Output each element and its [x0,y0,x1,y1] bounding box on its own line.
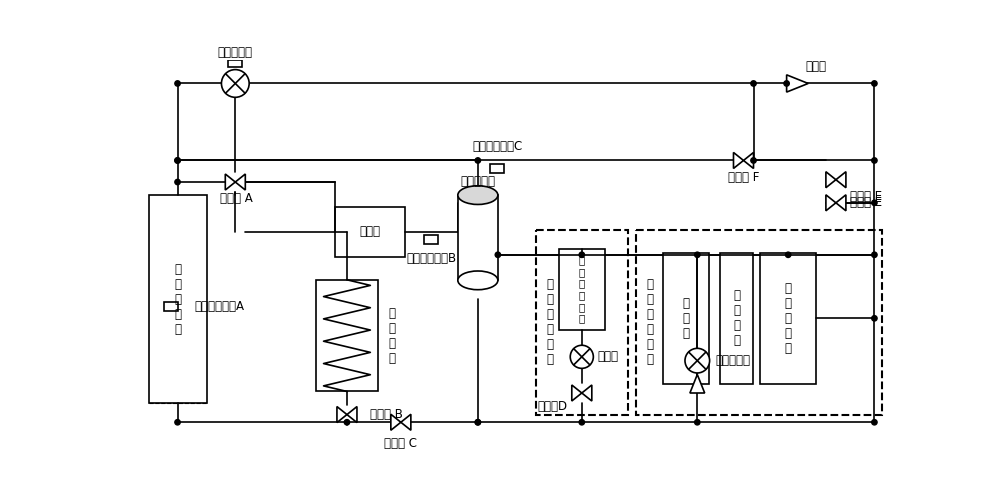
Text: 温度压力开关B: 温度压力开关B [406,252,456,265]
Text: 截止阀 E: 截止阀 E [850,196,882,209]
Circle shape [751,158,756,163]
Bar [559,249,605,330]
Polygon shape [225,174,235,190]
Circle shape [579,420,584,425]
Circle shape [570,345,593,368]
Circle shape [344,420,350,425]
Circle shape [872,252,877,258]
Circle shape [695,420,700,425]
Circle shape [175,420,180,425]
Text: 截止阀 E: 截止阀 E [850,190,882,203]
Text: 截止阀 F: 截止阀 F [728,171,759,184]
Bar [636,230,882,414]
Text: 截止阀 C: 截止阀 C [384,437,417,450]
Circle shape [685,349,710,373]
Bar [490,163,504,173]
Circle shape [872,315,877,321]
Text: 热
交
换
器: 热 交 换 器 [388,307,395,365]
Text: 电
池
包
蒸
发
器: 电 池 包 蒸 发 器 [579,256,585,323]
Polygon shape [337,406,347,423]
Circle shape [872,158,877,163]
Text: 电
池
冷
却
模
块: 电 池 冷 却 模 块 [546,278,553,366]
Text: 截止阀D: 截止阀D [538,400,568,413]
Text: 截止阀 A: 截止阀 A [220,193,253,205]
Ellipse shape [458,186,498,204]
Polygon shape [391,414,401,430]
Text: 室
内
冷
凝
器: 室 内 冷 凝 器 [785,282,792,355]
Circle shape [175,81,180,86]
Text: 汽液分离器: 汽液分离器 [460,175,495,188]
Text: 压缩机: 压缩机 [360,225,381,238]
Text: 截止阀 B: 截止阀 B [370,408,403,421]
Circle shape [475,420,481,425]
Bar [720,253,753,384]
Circle shape [785,252,791,258]
Bar [164,302,178,311]
Circle shape [784,81,789,86]
Polygon shape [582,385,592,401]
Polygon shape [347,406,357,423]
Text: 膨胀阀: 膨胀阀 [597,350,618,363]
Polygon shape [836,172,846,188]
Circle shape [175,180,180,185]
Circle shape [475,420,481,425]
Text: 温度压力开关A: 温度压力开关A [195,300,245,313]
Circle shape [872,420,877,425]
Text: 截止膨胀阀: 截止膨胀阀 [716,354,751,367]
Circle shape [175,158,180,163]
Circle shape [579,252,584,258]
Circle shape [495,252,501,258]
Text: 室
内
换
热
模
块: 室 内 换 热 模 块 [646,278,653,366]
Ellipse shape [458,271,498,290]
Bar [149,195,207,403]
Bar [335,207,405,257]
Text: 室
外
换
热
器: 室 外 换 热 器 [174,263,181,336]
Polygon shape [572,385,582,401]
Polygon shape [787,75,808,92]
Polygon shape [826,172,836,188]
Polygon shape [690,375,705,393]
Text: 蒸
发
器: 蒸 发 器 [682,297,689,340]
Text: 温度压力开关C: 温度压力开关C [472,140,522,153]
Bar [663,253,709,384]
Circle shape [872,81,877,86]
Bar [228,59,242,67]
Circle shape [221,69,249,97]
Bar [536,230,628,414]
Bar [760,253,816,384]
Bar [458,195,498,280]
Polygon shape [401,414,411,430]
Polygon shape [744,152,754,169]
Circle shape [872,200,877,206]
Circle shape [175,158,180,163]
Polygon shape [826,195,836,211]
Bar [424,235,438,244]
Circle shape [695,252,700,258]
Text: 单向阀: 单向阀 [805,60,826,73]
Polygon shape [733,152,744,169]
Polygon shape [836,195,846,211]
Circle shape [475,158,481,163]
Text: 电子膨胀阀: 电子膨胀阀 [218,46,253,59]
Circle shape [751,81,756,86]
Bar [316,280,378,391]
Text: 电
加
热
器: 电 加 热 器 [733,289,740,347]
Polygon shape [235,174,245,190]
